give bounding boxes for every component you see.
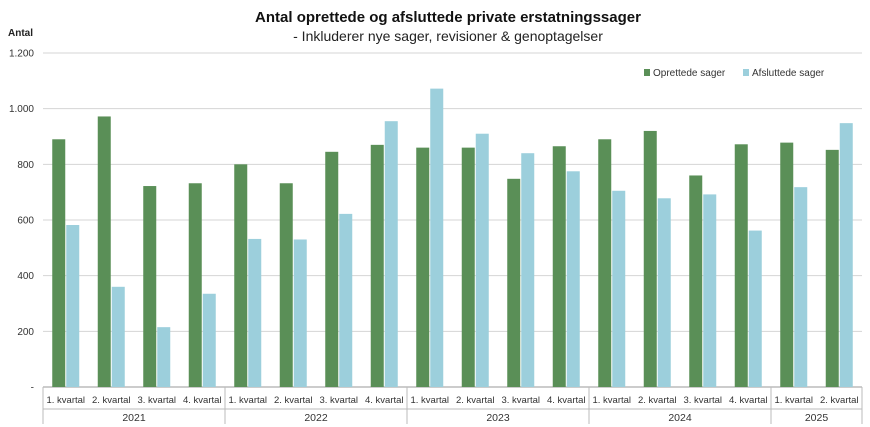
y-axis-label: Antal	[8, 28, 33, 39]
x-tick-label: 2. kvartal	[638, 395, 677, 406]
x-tick-label: 3. kvartal	[501, 395, 540, 406]
y-tick-label: 200	[17, 327, 34, 338]
bar-afsluttede	[384, 121, 398, 388]
y-tick-label: 400	[17, 271, 34, 282]
bar-afsluttede	[657, 198, 671, 387]
gridlines	[43, 52, 862, 388]
bar-oprettede	[598, 139, 612, 387]
bar-oprettede	[188, 183, 202, 387]
bar-afsluttede	[748, 230, 762, 387]
legend-swatch	[644, 69, 650, 76]
x-tick-label: 4. kvartal	[547, 395, 586, 406]
bar-afsluttede	[339, 213, 353, 387]
bar-oprettede	[507, 178, 521, 387]
bar-oprettede	[643, 130, 657, 387]
year-label: 2024	[668, 412, 692, 424]
bar-oprettede	[52, 139, 66, 387]
bar-afsluttede	[66, 225, 80, 387]
year-label: 2025	[805, 412, 829, 424]
bar-afsluttede	[157, 327, 171, 387]
x-tick-label: 4. kvartal	[365, 395, 404, 406]
bar-afsluttede	[703, 194, 717, 387]
y-tick-label: -	[31, 383, 34, 394]
x-tick-label: 4. kvartal	[183, 395, 222, 406]
bar-afsluttede	[202, 293, 216, 387]
x-tick-label: 4. kvartal	[729, 395, 768, 406]
year-label: 2021	[122, 412, 146, 424]
bar-afsluttede	[430, 88, 444, 388]
bar-oprettede	[325, 151, 339, 387]
year-label: 2023	[486, 412, 510, 424]
bar-oprettede	[97, 116, 111, 388]
legend-label: Oprettede sager	[653, 68, 726, 79]
chart-subtitle: - Inkluderer nye sager, revisioner & gen…	[293, 28, 603, 44]
x-tick-label: 2. kvartal	[92, 395, 131, 406]
bar-oprettede	[780, 142, 794, 387]
x-tick-label: 1. kvartal	[592, 395, 631, 406]
bar-afsluttede	[248, 238, 262, 387]
bar-afsluttede	[293, 239, 307, 387]
year-label: 2022	[304, 412, 328, 424]
x-tick-label: 2. kvartal	[274, 395, 313, 406]
bars	[52, 88, 853, 388]
bar-afsluttede	[794, 187, 808, 387]
bar-oprettede	[461, 147, 475, 387]
legend-swatch	[743, 69, 749, 76]
bar-afsluttede	[111, 286, 125, 387]
bar-oprettede	[734, 144, 748, 387]
y-tick-label: 800	[17, 160, 34, 171]
x-tick-label: 1. kvartal	[46, 395, 85, 406]
bar-afsluttede	[839, 123, 853, 387]
bar-afsluttede	[566, 171, 580, 387]
bar-afsluttede	[475, 133, 489, 387]
x-tick-label: 3. kvartal	[683, 395, 722, 406]
y-tick-labels: - 200 400 600 800 1.000 1.200	[9, 49, 34, 394]
x-tick-label: 2. kvartal	[456, 395, 495, 406]
bar-oprettede	[825, 149, 839, 387]
bar-afsluttede	[612, 190, 626, 387]
bar-oprettede	[370, 144, 384, 387]
x-tick-label: 1. kvartal	[228, 395, 267, 406]
legend-label: Afsluttede sager	[752, 68, 825, 79]
x-tick-label: 1. kvartal	[774, 395, 813, 406]
legend: Oprettede sager Afsluttede sager	[644, 68, 825, 79]
chart-title: Antal oprettede og afsluttede private er…	[255, 9, 641, 26]
bar-oprettede	[689, 175, 703, 387]
x-tick-label: 1. kvartal	[410, 395, 449, 406]
bar-oprettede	[279, 183, 293, 387]
x-axis: 1. kvartal 2. kvartal 3. kvartal 4. kvartal…	[42, 387, 863, 424]
x-tick-label: 2. kvartal	[820, 395, 859, 406]
bar-oprettede	[416, 147, 430, 387]
y-tick-label: 1.000	[9, 104, 34, 115]
bar-oprettede	[143, 186, 157, 387]
bar-oprettede	[552, 146, 566, 387]
y-tick-label: 1.200	[9, 49, 34, 60]
x-tick-label: 3. kvartal	[137, 395, 176, 406]
y-tick-label: 600	[17, 216, 34, 227]
bar-oprettede	[234, 164, 248, 387]
x-tick-label: 3. kvartal	[319, 395, 358, 406]
bar-afsluttede	[521, 153, 535, 387]
